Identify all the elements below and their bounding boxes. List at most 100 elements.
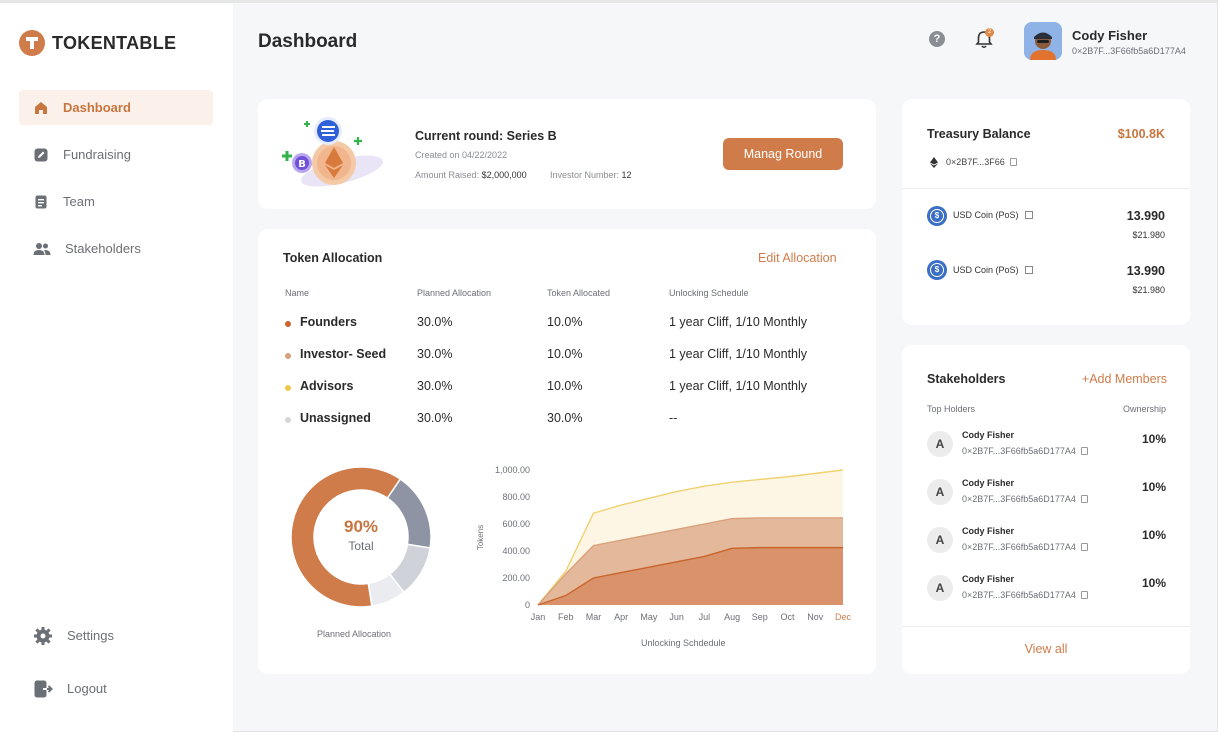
copy-icon[interactable] [1080, 543, 1088, 551]
x-tick-label: Jun [669, 612, 684, 622]
sidebar-item-label: Logout [67, 681, 107, 696]
holder-address: 0×2B7F...3F66fb5a6D177A4 [962, 494, 1088, 504]
x-tick-label: Jul [699, 612, 711, 622]
divider [902, 188, 1190, 189]
holder-address-text: 0×2B7F...3F66fb5a6D177A4 [962, 590, 1076, 600]
copy-icon[interactable] [1009, 158, 1017, 166]
manage-round-button[interactable]: Manag Round [723, 138, 843, 170]
sidebar-item-settings[interactable]: Settings [19, 618, 213, 653]
allocation-planned: 30.0% [417, 411, 453, 425]
external-link-icon[interactable] [1024, 266, 1033, 274]
holder-name: Cody Fisher [962, 478, 1015, 488]
notification-button[interactable]: 2 [975, 28, 994, 49]
x-tick-label: May [640, 612, 658, 622]
gear-icon [34, 626, 52, 645]
allocation-schedule: 1 year Cliff, 1/10 Monthly [669, 315, 808, 329]
holder-address-text: 0×2B7F...3F66fb5a6D177A4 [962, 542, 1076, 552]
coin-name-text: USD Coin (PoS) [953, 265, 1019, 275]
stakeholders-title: Stakeholders [927, 372, 1006, 386]
allocation-row[interactable]: Investor- Seed 30.0% 10.0% 1 year Cliff, 1/… [258, 347, 876, 367]
donut-slice[interactable] [367, 573, 405, 607]
allocation-color-dot [285, 321, 291, 327]
y-tick-label: 800.00 [502, 492, 530, 502]
external-link-icon[interactable] [1024, 211, 1033, 219]
coin-name: USD Coin (PoS) [953, 210, 1033, 220]
allocation-row[interactable]: Advisors 30.0% 10.0% 1 year Cliff, 1/10 Mon… [258, 379, 876, 399]
page-title: Dashboard [258, 31, 358, 52]
coin-usd-value: $21.980 [1132, 230, 1165, 240]
amount-raised: Amount Raised: $2,000,000 [415, 170, 527, 180]
unlocking-schedule-area-chart: 0 200.00 400.00 600.00 800.00 1,000.00 Tokens J… [476, 465, 852, 622]
investor-number-value: 12 [621, 170, 632, 180]
holder-name: Cody Fisher [962, 526, 1015, 536]
donut-slice[interactable] [291, 467, 402, 607]
brand-logo[interactable]: TOKENTABLE [19, 30, 176, 56]
holder-address: 0×2B7F...3F66fb5a6D177A4 [962, 590, 1088, 600]
donut-center: 90% Total [311, 517, 411, 553]
avatar: A [927, 527, 953, 553]
copy-icon[interactable] [1080, 591, 1088, 599]
column-header-schedule: Unlocking Schedule [669, 288, 749, 298]
allocation-name: Advisors [300, 379, 354, 393]
y-tick-label: 0 [525, 600, 530, 610]
coin-amount: 13.990 [1126, 264, 1165, 278]
column-header-name: Name [285, 288, 310, 298]
user-address: 0×2B7F...3F66fb5a6D177A4 [1072, 46, 1186, 56]
allocation-name: Investor- Seed [300, 347, 387, 361]
user-name[interactable]: Cody Fisher [1072, 28, 1148, 43]
avatar-portrait-icon [1024, 22, 1062, 60]
current-round-card: B Current round: Series B Created on 04/… [258, 99, 876, 209]
copy-icon[interactable] [1080, 447, 1088, 455]
divider [902, 626, 1190, 627]
allocation-planned: 30.0% [417, 379, 453, 393]
logout-icon [34, 680, 53, 697]
planned-allocation-donut-chart [291, 467, 431, 607]
allocation-row[interactable]: Founders 30.0% 10.0% 1 year Cliff, 1/10 Mon… [258, 315, 876, 335]
area-series-line [537, 546, 843, 606]
allocation-allocated: 10.0% [547, 315, 583, 329]
sidebar-item-dashboard[interactable]: Dashboard [19, 90, 213, 125]
area-series-line [537, 517, 843, 606]
y-tick-label: 600.00 [502, 519, 530, 529]
svg-text:B: B [298, 159, 306, 170]
y-tick-label: 1,000.00 [495, 465, 530, 475]
sidebar-item-logout[interactable]: Logout [19, 671, 213, 706]
x-tick-label: Dec [835, 612, 852, 622]
tokentable-logo-icon [19, 30, 45, 56]
column-header-planned: Planned Allocation [417, 288, 492, 298]
sidebar-item-label: Settings [67, 628, 114, 643]
view-all-link[interactable]: View all [1024, 642, 1068, 656]
token-allocation-title: Token Allocation [283, 251, 383, 265]
treasury-value: $100.8K [1117, 127, 1165, 141]
column-header-allocated: Token Allocated [547, 288, 611, 298]
coin-amount: 13.990 [1126, 209, 1165, 223]
x-tick-label: Jan [531, 612, 546, 622]
holder-ownership: 10% [1141, 480, 1166, 494]
edit-allocation-link[interactable]: Edit Allocation [758, 251, 837, 265]
allocation-schedule: 1 year Cliff, 1/10 Monthly [669, 347, 808, 361]
x-tick-label: Apr [614, 612, 628, 622]
sidebar-item-stakeholders[interactable]: Stakeholders [19, 231, 213, 266]
add-members-button[interactable]: +Add Members [1081, 372, 1167, 386]
round-created-date: Created on 04/22/2022 [415, 150, 508, 160]
user-avatar[interactable] [1024, 22, 1062, 60]
copy-icon[interactable] [1080, 495, 1088, 503]
avatar: A [927, 431, 953, 457]
holder-address: 0×2B7F...3F66fb5a6D177A4 [962, 542, 1088, 552]
y-tick-label: 400.00 [502, 546, 530, 556]
y-axis-label: Tokens [476, 525, 485, 550]
help-icon[interactable]: ? [929, 31, 945, 47]
allocation-color-dot [285, 417, 291, 423]
avatar: A [927, 479, 953, 505]
allocation-planned: 30.0% [417, 315, 453, 329]
sidebar-item-team[interactable]: Team [19, 184, 213, 219]
allocation-row[interactable]: Unassigned 30.0% 30.0% -- [258, 411, 876, 431]
holder-ownership: 10% [1141, 432, 1166, 446]
x-tick-label: Oct [781, 612, 796, 622]
sidebar-item-fundraising[interactable]: Fundraising [19, 137, 213, 172]
allocation-allocated: 10.0% [547, 347, 583, 361]
coin-name: USD Coin (PoS) [953, 265, 1033, 275]
treasury-title: Treasury Balance [927, 127, 1031, 141]
document-icon [35, 195, 47, 208]
token-allocation-card: Token Allocation Edit Allocation Name Pl… [258, 229, 876, 674]
